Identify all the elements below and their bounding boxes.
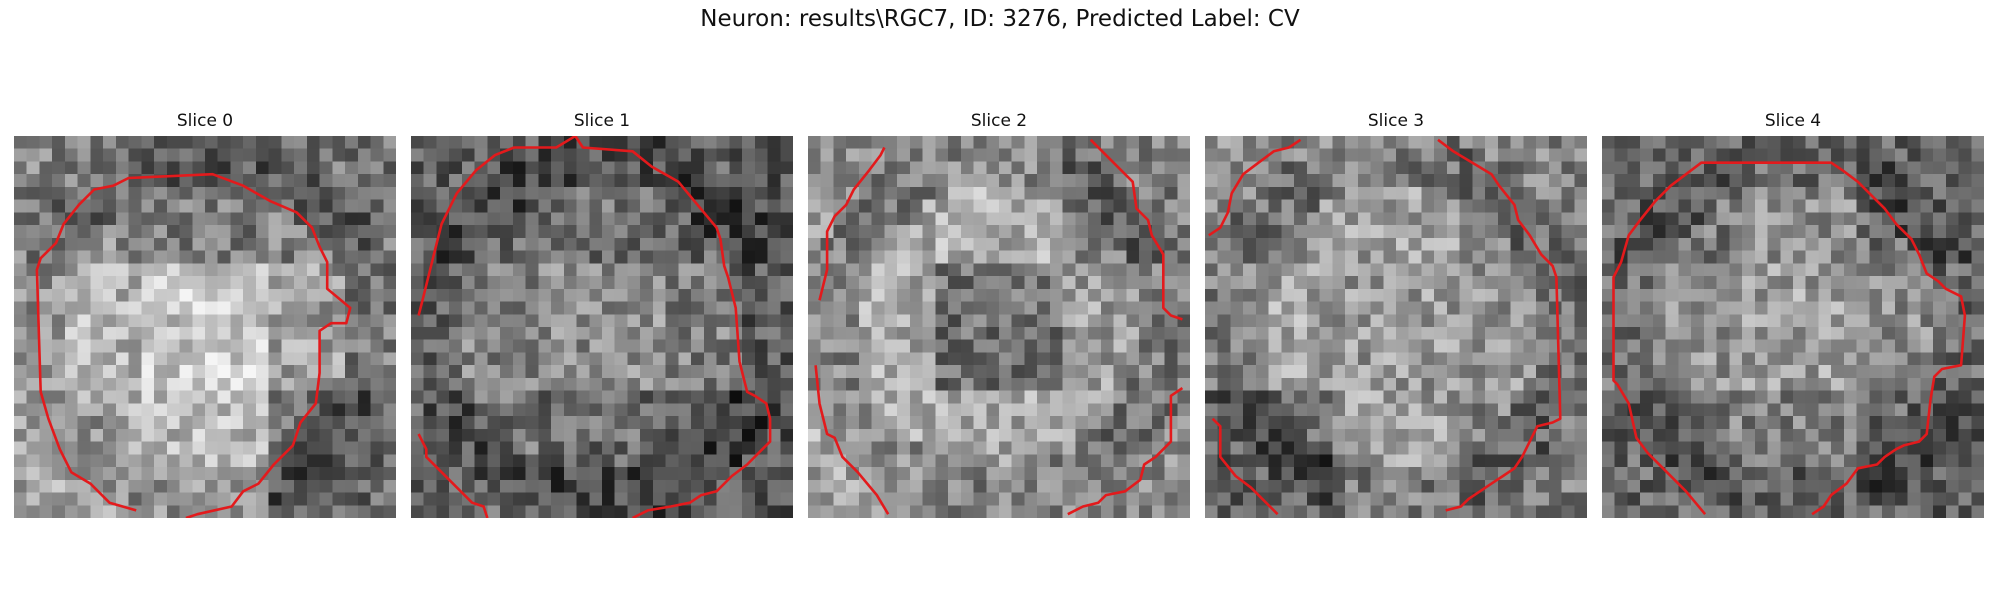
slice-panel-0: Slice 0	[14, 108, 396, 518]
slice-panel-4: Slice 4	[1602, 108, 1984, 518]
slice-image	[411, 136, 793, 518]
figure-title: Neuron: results\RGC7, ID: 3276, Predicte…	[700, 6, 1300, 32]
slice-image	[1205, 136, 1587, 518]
slice-title: Slice 0	[176, 111, 234, 131]
slice-title: Slice 2	[970, 111, 1028, 131]
slice-image	[14, 136, 396, 518]
slice-panel-1: Slice 1	[411, 108, 793, 518]
slice-panel-2: Slice 2	[808, 108, 1190, 518]
slice-panel-3: Slice 3	[1205, 108, 1587, 518]
slice-title: Slice 3	[1367, 111, 1425, 131]
slice-title: Slice 1	[573, 111, 631, 131]
slice-image	[808, 136, 1190, 518]
slice-image	[1602, 136, 1984, 518]
slice-title: Slice 4	[1764, 111, 1822, 131]
